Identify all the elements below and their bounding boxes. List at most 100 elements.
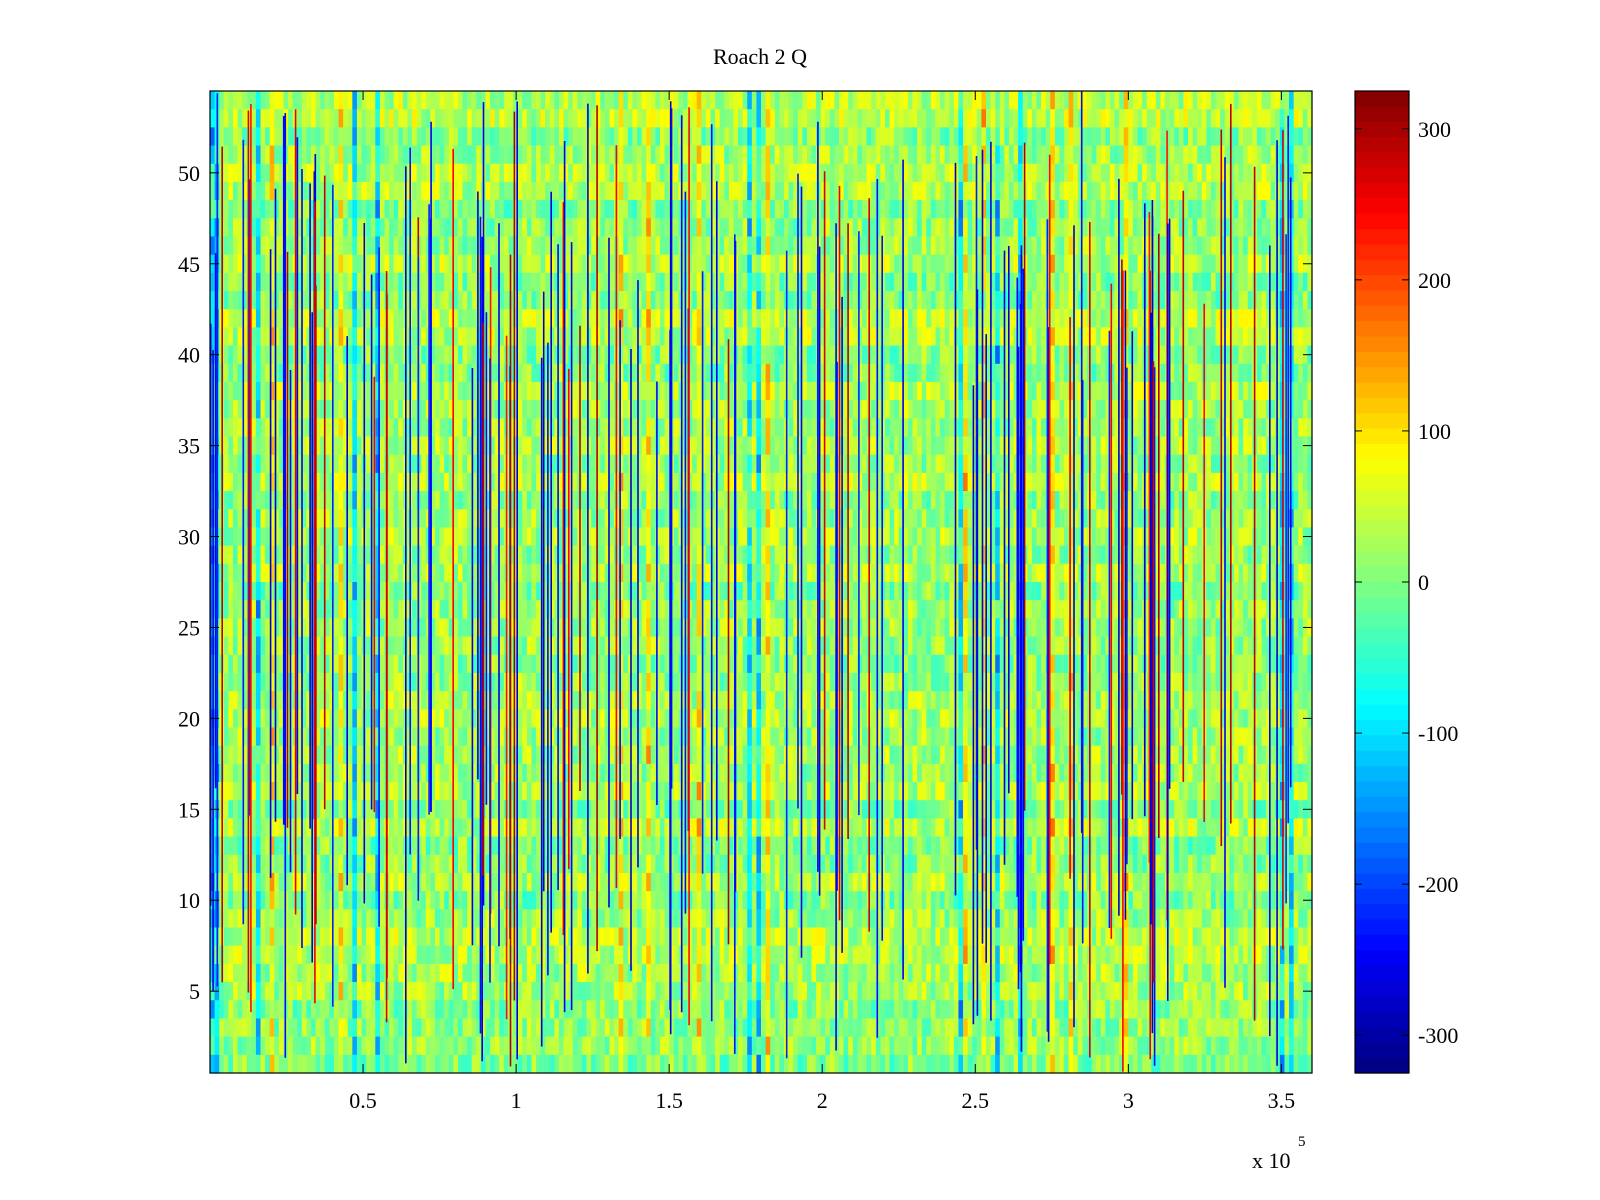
heatmap-cell: [761, 436, 767, 456]
heatmap-cell: [237, 436, 243, 456]
heatmap-cell: [1050, 109, 1056, 128]
heatmap-cell: [246, 91, 252, 110]
heatmap-cell: [329, 327, 335, 347]
heatmap-cell: [361, 109, 367, 128]
heatmap-cell: [315, 418, 321, 438]
heatmap-cell: [848, 145, 854, 165]
heatmap-cell: [1160, 363, 1166, 383]
heatmap-cell: [1054, 236, 1061, 256]
heatmap-cell: [742, 400, 748, 419]
heatmap-cell: [930, 91, 937, 110]
heatmap-cell: [1243, 363, 1249, 383]
heatmap-cell: [871, 200, 877, 219]
heatmap-cell: [1229, 200, 1235, 219]
heatmap-cell: [632, 254, 638, 274]
heatmap-cell: [558, 163, 565, 183]
heatmap-cell: [618, 327, 624, 347]
heatmap-cell: [770, 381, 776, 401]
heatmap-cell: [618, 436, 624, 456]
heatmap-cell: [439, 345, 445, 365]
heatmap-cell: [733, 200, 739, 219]
heatmap-cell: [1243, 400, 1249, 419]
heatmap-cell: [476, 127, 482, 147]
heatmap-cell: [1229, 291, 1235, 310]
heatmap-cell: [995, 436, 1001, 456]
heatmap-cell: [917, 181, 923, 201]
heatmap-cell: [1261, 200, 1267, 219]
heatmap-cell: [1146, 127, 1152, 147]
heatmap-cell: [871, 163, 877, 183]
heatmap-cell: [687, 272, 693, 292]
heatmap-cell: [756, 345, 762, 365]
heatmap-cell: [848, 236, 854, 256]
heatmap-cell: [329, 418, 335, 438]
heatmap-cell: [1266, 236, 1272, 256]
heatmap-cell: [797, 163, 803, 183]
heatmap-cell: [1210, 236, 1217, 256]
heatmap-cell: [384, 218, 390, 238]
heatmap-cell: [508, 181, 514, 201]
heatmap-cell: [301, 400, 308, 419]
heatmap-cell: [848, 327, 854, 347]
heatmap-cell: [1013, 200, 1019, 219]
heatmap-cell: [457, 291, 464, 310]
heatmap-cell: [1160, 163, 1166, 183]
heatmap-cell: [963, 418, 969, 438]
heatmap-cell: [343, 109, 349, 128]
heatmap-cell: [416, 163, 422, 183]
heatmap-cell: [269, 109, 275, 128]
heatmap-cell: [862, 418, 868, 438]
heatmap-cell: [981, 400, 987, 419]
heatmap-cell: [889, 181, 895, 201]
heatmap-cell: [1188, 127, 1194, 147]
heatmap-cell: [375, 200, 381, 219]
heatmap-cell: [531, 381, 537, 401]
heatmap-cell: [531, 345, 537, 365]
heatmap-cell: [366, 327, 372, 347]
heatmap-cell: [995, 363, 1001, 383]
heatmap-cell: [1041, 327, 1047, 347]
heatmap-cell: [434, 218, 441, 238]
heatmap-cell: [875, 163, 881, 183]
heatmap-cell: [1256, 109, 1263, 128]
heatmap-cell: [650, 327, 656, 347]
heatmap-cell: [462, 400, 468, 419]
heatmap-cell: [545, 109, 551, 128]
heatmap-cell: [637, 127, 643, 147]
heatmap-cell: [595, 418, 601, 438]
heatmap-cell: [595, 309, 601, 329]
heatmap-cell: [434, 327, 441, 347]
heatmap-cell: [356, 127, 363, 147]
heatmap-cell: [1027, 363, 1033, 383]
heatmap-cell: [1169, 272, 1175, 292]
heatmap-cell: [1041, 291, 1047, 310]
heatmap-cell: [1284, 327, 1290, 347]
heatmap-cell: [682, 163, 689, 183]
heatmap-cell: [526, 163, 533, 183]
heatmap-cell: [1054, 163, 1061, 183]
heatmap-cell: [301, 381, 308, 401]
heatmap-cell: [783, 127, 790, 147]
heatmap-cell: [710, 200, 716, 219]
heatmap-cell: [1210, 218, 1217, 238]
heatmap-cell: [563, 200, 569, 219]
heatmap-cell: [356, 181, 363, 201]
heatmap-cell: [963, 254, 969, 274]
heatmap-cell: [907, 218, 914, 238]
heatmap-cell: [963, 91, 969, 110]
heatmap-cell: [999, 200, 1005, 219]
heatmap-cell: [738, 400, 744, 419]
heatmap-cell: [848, 272, 854, 292]
heatmap-cell: [1132, 436, 1139, 456]
heatmap-cell: [1201, 127, 1207, 147]
heatmap-cell: [705, 200, 712, 219]
heatmap-cell: [1041, 145, 1047, 165]
heatmap-cell: [894, 400, 900, 419]
heatmap-cell: [673, 145, 679, 165]
heatmap-cell: [641, 363, 647, 383]
heatmap-cell: [1008, 109, 1015, 128]
heatmap-cell: [421, 254, 427, 274]
heatmap-cell: [692, 345, 698, 365]
heatmap-cell: [1229, 345, 1235, 365]
heatmap-cell: [1229, 91, 1235, 110]
